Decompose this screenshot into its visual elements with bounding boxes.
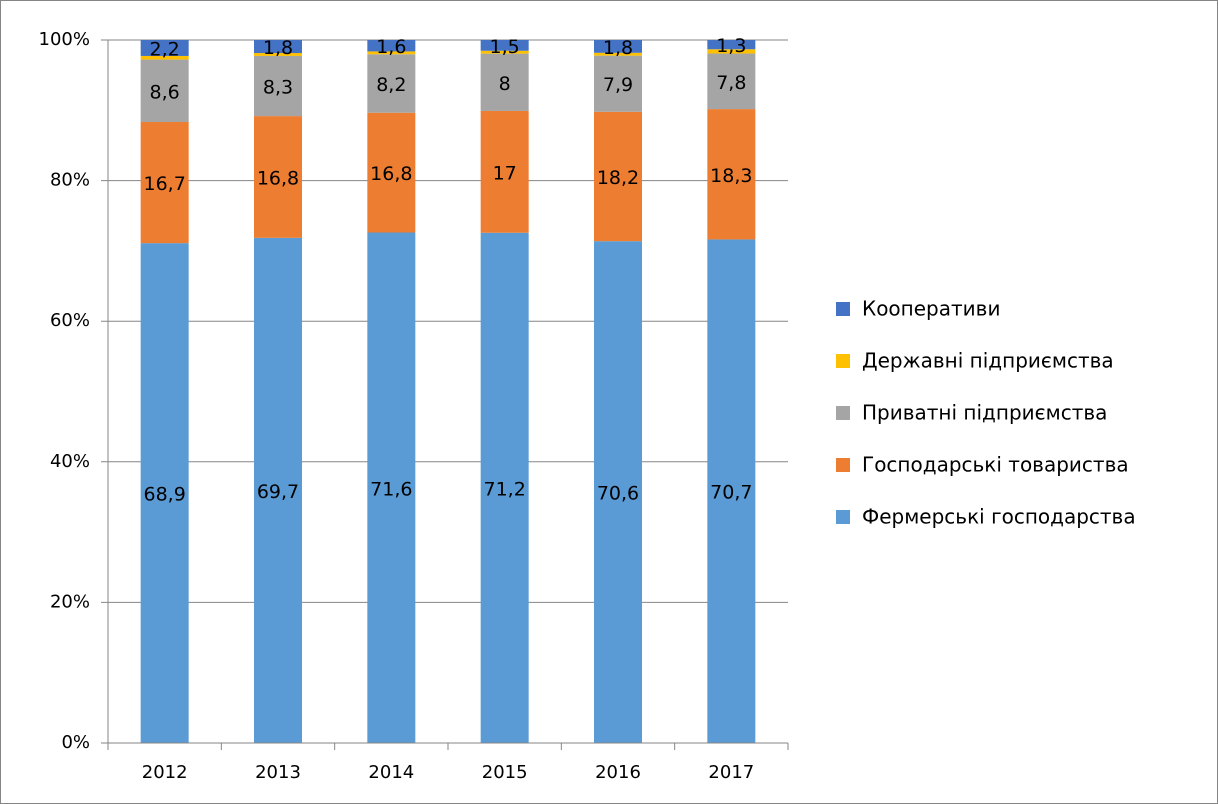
y-tick-label: 0% [61, 732, 90, 753]
data-label: 8 [499, 73, 511, 95]
y-tick-label: 20% [50, 591, 90, 612]
data-label: 2,2 [150, 38, 180, 60]
bar-segment [480, 110, 529, 233]
bar-segment [254, 40, 302, 54]
legend-swatch [836, 354, 850, 368]
data-label: 1,5 [490, 36, 520, 58]
data-label: 70,6 [597, 483, 639, 505]
y-tick-label: 100% [39, 29, 90, 50]
bar-segment [140, 55, 189, 60]
bar-segment [367, 40, 416, 52]
data-label: 1,6 [376, 36, 406, 58]
data-label: 68,9 [144, 484, 186, 506]
bar-segment [707, 239, 756, 743]
data-label: 18,2 [597, 167, 639, 189]
bar-segment [480, 53, 529, 111]
bar-segment [707, 53, 756, 110]
data-label: 17 [493, 162, 517, 184]
bar-segment [140, 121, 189, 244]
legend-swatch [836, 406, 850, 420]
bar-segment [367, 232, 416, 743]
y-tick-label: 60% [50, 310, 90, 331]
bar-segment [140, 40, 189, 56]
bar-segment [480, 232, 529, 743]
bar-segment [254, 55, 302, 117]
bar-segment [254, 116, 302, 238]
legend-label: Кооперативи [862, 297, 1000, 321]
data-label: 16,8 [370, 163, 412, 185]
data-label: 16,8 [257, 167, 299, 189]
x-tick-label: 2012 [142, 762, 188, 783]
bar-segment [594, 55, 642, 112]
legend-label: Господарські товариства [862, 453, 1129, 477]
bar-segment [594, 40, 642, 53]
bar-segment [140, 243, 189, 743]
legend-swatch [836, 510, 850, 524]
data-label: 8,3 [263, 77, 293, 99]
bar-segment [367, 112, 416, 233]
bar-segment [480, 40, 529, 51]
x-tick-label: 2017 [708, 762, 754, 783]
data-label: 71,2 [484, 478, 526, 500]
y-tick-label: 80% [50, 170, 90, 191]
data-label: 7,9 [603, 74, 633, 96]
x-tick-label: 2013 [255, 762, 301, 783]
data-label: 1,8 [603, 37, 633, 59]
data-label: 1,8 [263, 37, 293, 59]
legend-swatch [836, 458, 850, 472]
bar-segment [140, 59, 189, 122]
data-label: 70,7 [710, 482, 752, 504]
data-label: 1,3 [716, 35, 746, 57]
bar-segment [594, 111, 642, 242]
x-tick-label: 2015 [482, 762, 528, 783]
data-label: 16,7 [144, 173, 186, 195]
bar-segment [480, 50, 529, 54]
data-label: 71,6 [370, 478, 412, 500]
bar-segment [594, 241, 642, 743]
y-tick-label: 40% [50, 451, 90, 472]
data-label: 8,2 [376, 74, 406, 96]
x-tick-label: 2016 [595, 762, 641, 783]
legend-label: Фермерські господарства [862, 505, 1136, 529]
bar-segment [707, 49, 756, 54]
bar-segment [367, 54, 416, 113]
data-label: 69,7 [257, 481, 299, 503]
bar-segment [367, 51, 416, 55]
x-tick-label: 2014 [368, 762, 414, 783]
bar-segment [594, 52, 642, 56]
legend-label: Державні підприємства [862, 349, 1114, 373]
legend-label: Приватні підприємства [862, 401, 1107, 425]
data-label: 18,3 [710, 165, 752, 187]
bar-segment [254, 237, 302, 743]
data-label: 7,8 [716, 72, 746, 94]
data-label: 8,6 [150, 81, 180, 103]
bar-segment [707, 109, 756, 240]
bar-segment [254, 53, 302, 56]
bar-segment [707, 40, 756, 50]
legend-swatch [836, 302, 850, 316]
